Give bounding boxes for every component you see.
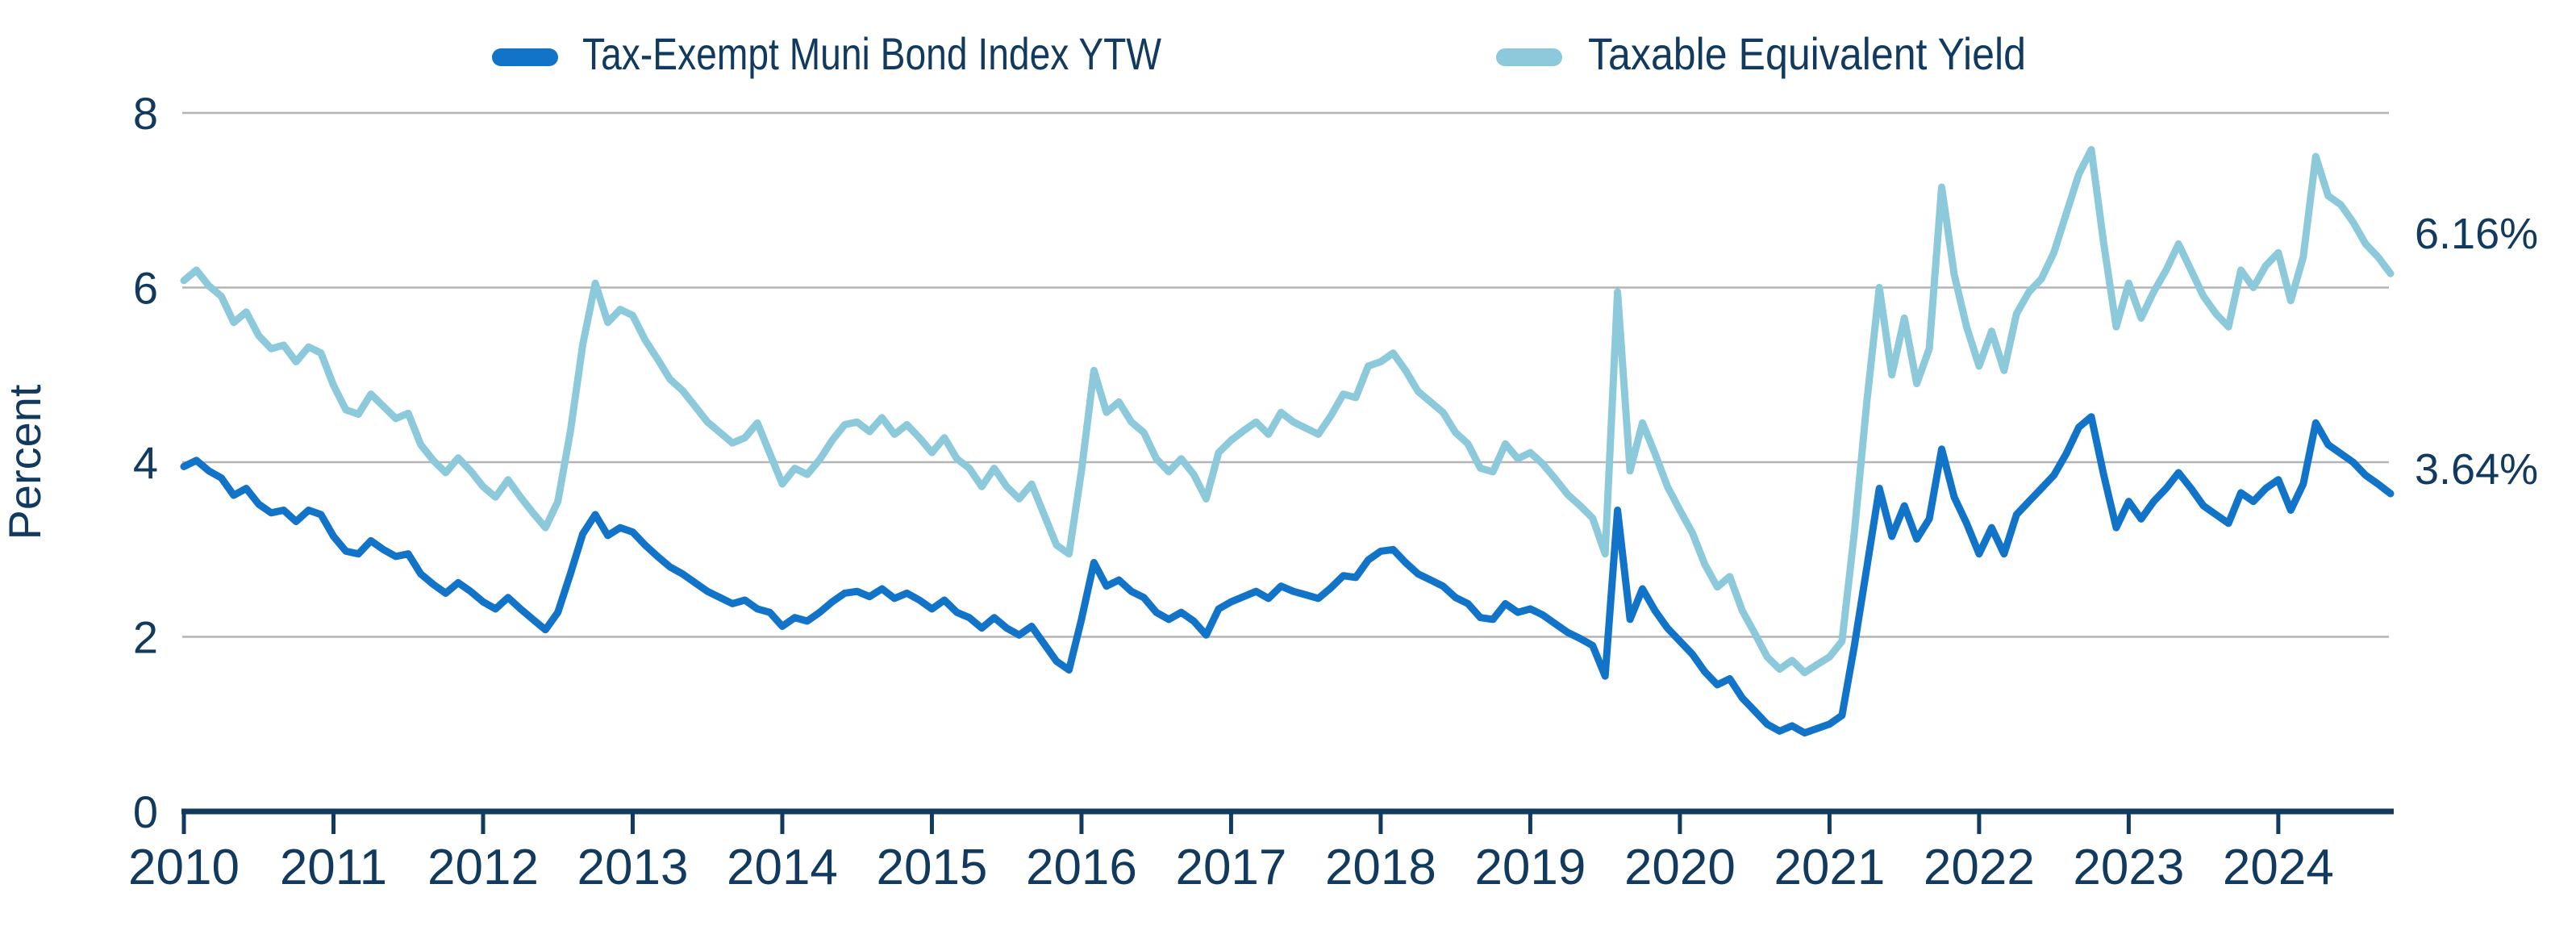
- x-tick-label-2011: 2011: [280, 840, 387, 895]
- x-tick-label-2013: 2013: [577, 840, 689, 895]
- x-tick-label-2021: 2021: [1774, 840, 1885, 895]
- y-tick-label-6: 6: [133, 263, 158, 314]
- x-axis-group: 2010 2011 2012 2013 2014 2015 2016 2017 2018 2019…: [128, 808, 2394, 895]
- end-value-tax-exempt: 3.64%: [2415, 445, 2538, 494]
- y-tick-label-0: 0: [133, 786, 158, 837]
- legend-swatch-tax-exempt: [492, 48, 558, 66]
- y-tick-label-4: 4: [133, 437, 158, 488]
- legend-label-taxable-equivalent: Taxable Equivalent Yield: [1588, 28, 2026, 79]
- x-tick-label-2010: 2010: [128, 840, 240, 895]
- y-axis-title: Percent: [0, 384, 50, 540]
- end-value-taxable-equivalent: 6.16%: [2415, 210, 2538, 258]
- series-line-taxable-equivalent-yield: [180, 146, 2395, 677]
- x-tick-label-2012: 2012: [427, 840, 539, 895]
- y-tick-label-8: 8: [133, 88, 158, 139]
- x-tick-label-2023: 2023: [2073, 840, 2184, 895]
- gridlines-group: [182, 111, 2389, 638]
- y-axis-labels-group: 0 2 4 6 8: [133, 88, 158, 837]
- x-tick-label-2018: 2018: [1325, 840, 1436, 895]
- series-line-tax-exempt-muni-bond-index-ytw: [180, 413, 2395, 737]
- x-tick-label-2022: 2022: [1924, 840, 2035, 895]
- x-tick-label-2014: 2014: [727, 840, 838, 895]
- x-tick-label-2017: 2017: [1175, 840, 1286, 895]
- end-value-labels: 6.16% 3.64%: [2415, 210, 2538, 494]
- legend-swatch-taxable-equivalent: [1496, 48, 1562, 66]
- x-tick-label-2016: 2016: [1026, 840, 1137, 895]
- series-group: [180, 146, 2395, 737]
- x-tick-label-2020: 2020: [1624, 840, 1736, 895]
- x-tick-label-2015: 2015: [876, 840, 987, 895]
- y-tick-label-2: 2: [133, 612, 158, 663]
- legend-label-tax-exempt: Tax-Exempt Muni Bond Index YTW: [582, 28, 1161, 79]
- x-tick-label-2019: 2019: [1474, 840, 1586, 895]
- chart-legend: Tax-Exempt Muni Bond Index YTW Taxable E…: [492, 28, 2026, 79]
- x-tick-label-2024: 2024: [2223, 840, 2334, 895]
